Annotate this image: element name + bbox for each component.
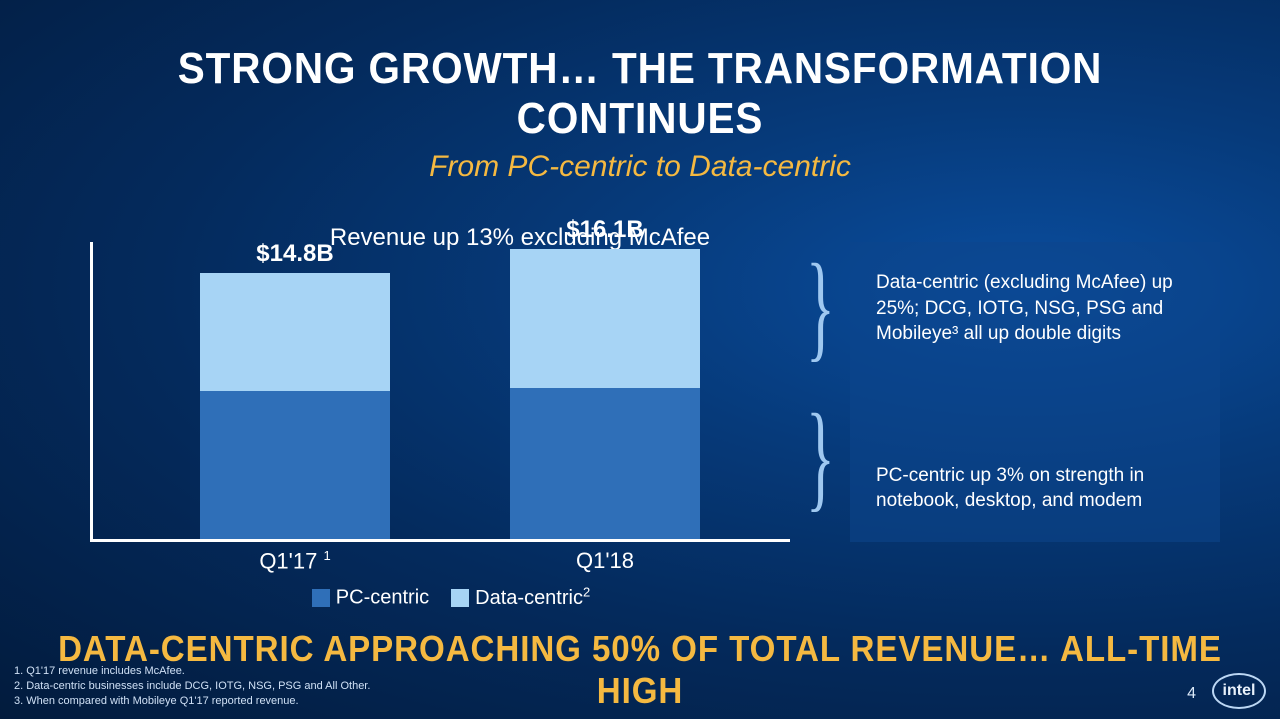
segment-pc-centric	[200, 391, 390, 539]
legend-label: PC-centric	[336, 587, 429, 609]
page-number: 4	[1187, 685, 1196, 703]
chart-legend: PC-centric Data-centric2	[90, 584, 790, 610]
slide-title: STRONG GROWTH… THE TRANSFORMATION CONTIN…	[51, 0, 1229, 144]
axis-x	[90, 539, 790, 542]
bar-value-label: $16.1B	[510, 216, 700, 244]
footnote-line: 2. Data-centric businesses include DCG, …	[14, 679, 370, 694]
segment-data-centric	[510, 249, 700, 388]
segment-data-centric	[200, 273, 390, 392]
bar-Q1'18	[510, 249, 700, 539]
legend-swatch	[312, 589, 330, 607]
intel-logo: intel	[1212, 673, 1266, 709]
footnotes: 1. Q1'17 revenue includes McAfee.2. Data…	[14, 664, 370, 709]
brace-top: }	[806, 246, 826, 366]
bar-value-label: $14.8B	[200, 240, 390, 268]
slide-subtitle: From PC-centric to Data-centric	[0, 150, 1280, 184]
annotation-top: Data-centric (excluding McAfee) up 25%; …	[876, 270, 1194, 347]
axis-y	[90, 242, 93, 542]
brace-bottom: }	[806, 396, 826, 516]
revenue-chart: $14.8BQ1'17 1$16.1BQ1'18PC-centricData-c…	[90, 242, 790, 542]
footnote-line: 3. When compared with Mobileye Q1'17 rep…	[14, 694, 370, 709]
footnote-line: 1. Q1'17 revenue includes McAfee.	[14, 664, 370, 679]
segment-pc-centric	[510, 388, 700, 539]
legend-swatch	[451, 589, 469, 607]
bar-Q1'17	[200, 273, 390, 539]
legend-label: Data-centric2	[475, 587, 590, 609]
annotation-bottom: PC-centric up 3% on strength in notebook…	[876, 463, 1194, 514]
category-label: Q1'18	[510, 548, 700, 574]
category-label: Q1'17 1	[200, 548, 390, 574]
annotation-box: Data-centric (excluding McAfee) up 25%; …	[850, 242, 1220, 542]
